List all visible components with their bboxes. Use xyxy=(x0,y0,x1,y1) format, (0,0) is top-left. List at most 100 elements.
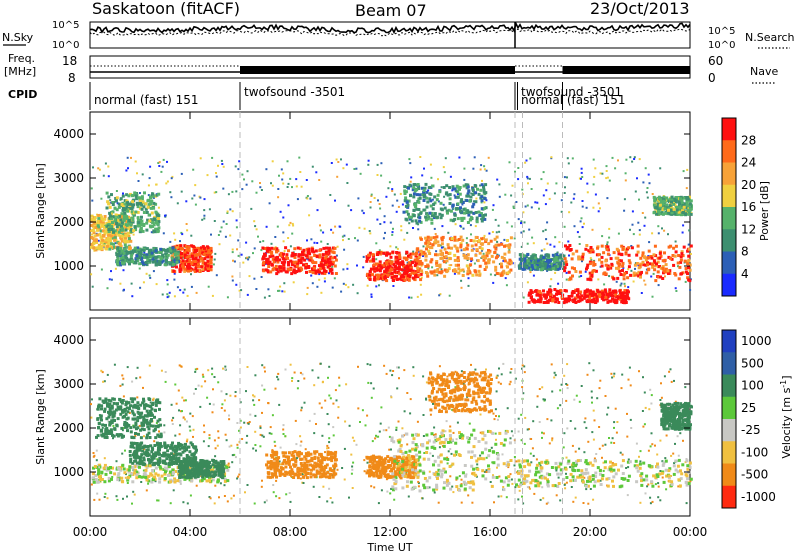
echo-cell xyxy=(137,196,140,199)
echo-cell xyxy=(539,297,542,300)
scatter-cell xyxy=(668,371,670,373)
echo-cell xyxy=(662,259,665,262)
echo-cell xyxy=(488,251,491,254)
scatter-cell xyxy=(169,191,171,193)
echo-cell xyxy=(137,216,140,219)
scatter-cell xyxy=(581,217,583,219)
scatter-cell xyxy=(579,236,581,238)
echo-cell xyxy=(481,216,484,219)
echo-cell xyxy=(616,295,619,298)
scatter-cell xyxy=(174,239,176,241)
echo-cell xyxy=(91,229,94,232)
echo-cell xyxy=(446,269,449,272)
echo-cell xyxy=(122,195,125,198)
scatter-cell xyxy=(245,242,247,244)
scatter-cell xyxy=(389,245,391,247)
scatter-cell xyxy=(533,275,535,277)
echo-cell xyxy=(366,258,369,261)
echo-cell xyxy=(481,183,484,186)
scatter-cell xyxy=(646,485,648,487)
echo-cell xyxy=(133,250,136,253)
scatter-cell xyxy=(196,292,198,294)
scatter-cell xyxy=(122,378,124,380)
echo-cell xyxy=(584,290,587,293)
scatter-cell xyxy=(627,466,629,468)
echo-cell xyxy=(411,261,414,264)
scatter-cell xyxy=(648,408,650,410)
scatter-cell xyxy=(417,481,419,483)
echo-cell xyxy=(601,265,604,268)
power-colorbar-cell xyxy=(722,229,736,252)
scatter-cell xyxy=(271,243,273,245)
scatter-cell xyxy=(235,456,237,458)
echo-cell xyxy=(425,191,428,194)
scatter-cell xyxy=(527,243,529,245)
echo-cell xyxy=(418,216,421,219)
scatter-cell xyxy=(510,381,512,383)
scatter-cell xyxy=(606,170,608,172)
echo-cell xyxy=(114,218,117,221)
scatter-cell xyxy=(502,486,504,488)
echo-cell xyxy=(675,250,678,253)
scatter-cell xyxy=(686,187,688,189)
echo-cell xyxy=(430,272,433,275)
scatter-cell xyxy=(249,275,251,277)
echo-cell xyxy=(426,206,429,209)
scatter-cell xyxy=(659,470,661,472)
scatter-cell xyxy=(313,486,315,488)
echo-cell xyxy=(612,277,615,280)
scatter-cell xyxy=(389,492,391,494)
scatter-cell xyxy=(392,228,394,230)
echo-cell xyxy=(459,193,462,196)
scatter-cell xyxy=(342,167,344,169)
scatter-cell xyxy=(389,181,391,183)
scatter-cell xyxy=(191,286,193,288)
echo-cell xyxy=(451,237,454,240)
scatter-cell xyxy=(255,450,257,452)
echo-cell xyxy=(466,244,469,247)
echo-cell xyxy=(369,270,372,273)
scatter-cell xyxy=(297,198,299,200)
scatter-cell xyxy=(398,377,400,379)
scatter-cell xyxy=(96,493,98,495)
scatter-cell xyxy=(174,384,176,386)
echo-cell xyxy=(158,251,161,254)
scatter-cell xyxy=(564,484,566,486)
scatter-cell xyxy=(449,295,451,297)
echo-cell xyxy=(622,262,625,265)
scatter-cell xyxy=(417,228,419,230)
scatter-cell xyxy=(444,430,446,432)
scatter-cell xyxy=(493,204,495,206)
scatter-cell xyxy=(216,274,218,276)
scatter-cell xyxy=(214,502,216,504)
echo-cell xyxy=(448,186,451,189)
scatter-cell xyxy=(107,374,109,376)
scatter-cell xyxy=(254,444,256,446)
echo-cell xyxy=(376,253,379,256)
echo-cell xyxy=(680,252,683,255)
scatter-cell xyxy=(181,233,183,235)
scatter-cell xyxy=(484,168,486,170)
scatter-cell xyxy=(316,286,318,288)
echo-cell xyxy=(536,300,539,303)
echo-cell xyxy=(467,189,470,192)
scatter-cell xyxy=(229,208,231,210)
scatter-cell xyxy=(546,243,548,245)
scatter-cell xyxy=(102,381,104,383)
scatter-cell xyxy=(498,183,500,185)
scatter-cell xyxy=(256,228,258,230)
scatter-cell xyxy=(537,395,539,397)
echo-cell xyxy=(647,256,650,259)
echo-cell xyxy=(415,253,418,256)
scatter-cell xyxy=(566,363,568,365)
scatter-cell xyxy=(581,176,583,178)
scatter-cell xyxy=(237,447,239,449)
echo-cell xyxy=(688,248,691,251)
echo-cell xyxy=(618,289,621,292)
scatter-cell xyxy=(192,169,194,171)
echo-cell xyxy=(684,212,687,215)
scatter-cell xyxy=(677,435,679,437)
scatter-cell xyxy=(211,157,213,159)
scatter-cell xyxy=(203,425,205,427)
scatter-cell xyxy=(679,432,681,434)
